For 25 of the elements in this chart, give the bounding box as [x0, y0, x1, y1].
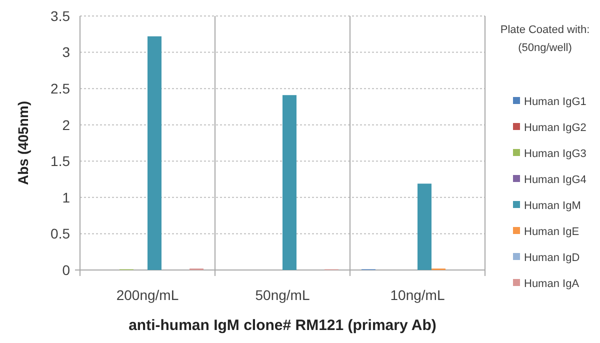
legend-label: Human IgE: [524, 226, 580, 238]
y-tick-label: 3: [62, 44, 70, 60]
y-tick-label: 2: [62, 116, 70, 133]
bar: [418, 184, 432, 270]
legend-label: Human IgG3: [524, 148, 586, 160]
y-tick-label: 0: [62, 262, 70, 278]
bar: [148, 36, 162, 270]
y-tick-label: 0.5: [50, 226, 70, 242]
legend-title: Plate Coated with: (50ng/well): [500, 24, 590, 54]
x-tick-label: 200ng/mL: [116, 287, 179, 303]
legend-label: Human IgA: [524, 278, 580, 290]
y-tick-label: 3.5: [50, 8, 70, 24]
legend-label: Human IgG2: [524, 122, 586, 134]
legend-label: Human IgD: [524, 252, 580, 264]
y-tick-label: 1: [62, 189, 70, 206]
x-tick-label: 10ng/mL: [390, 287, 445, 303]
legend-label: Human IgG4: [524, 174, 586, 186]
bar: [282, 95, 297, 270]
y-axis-title: Abs (405nm): [15, 100, 31, 186]
x-axis-title: anti-human IgM clone# RM121 (primary Ab): [128, 317, 436, 334]
legend-label: Human IgG1: [524, 96, 586, 108]
legend-label: Human IgM: [524, 200, 581, 212]
y-tick-label: 1.5: [50, 153, 70, 170]
x-tick-label: 50ng/mL: [255, 287, 310, 303]
y-tick-label: 2.5: [50, 80, 70, 96]
